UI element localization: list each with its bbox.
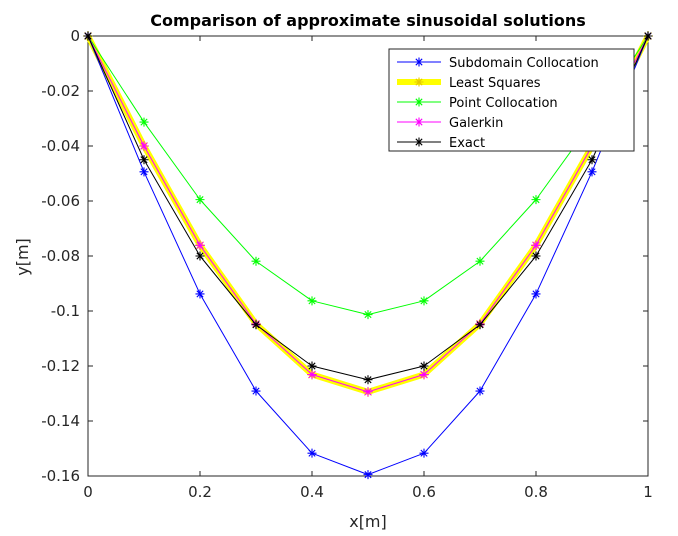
data-point-exact: [83, 31, 93, 41]
data-point-subdomain-collocation: [587, 167, 597, 177]
y-tick-label: -0.14: [41, 412, 80, 430]
y-tick-label: -0.12: [41, 357, 80, 375]
y-tick-label: -0.1: [51, 302, 80, 320]
legend-marker-point-collocation: [414, 97, 424, 107]
data-point-exact: [475, 320, 485, 330]
series-exact: [83, 31, 653, 385]
data-point-subdomain-collocation: [531, 289, 541, 299]
data-point-exact: [307, 361, 317, 371]
data-point-exact: [139, 155, 149, 165]
chart-title: Comparison of approximate sinusoidal sol…: [150, 11, 585, 30]
x-axis-label: x[m]: [349, 512, 387, 531]
data-point-exact: [195, 251, 205, 261]
data-point-exact: [643, 31, 653, 41]
legend: Subdomain Collocation Least Squares Point …: [388, 48, 635, 152]
y-tick-label: -0.08: [41, 247, 80, 265]
data-point-galerkin: [419, 370, 429, 380]
legend-marker-subdomain-collocation: [414, 57, 424, 67]
data-point-subdomain-collocation: [363, 470, 373, 480]
data-point-point-collocation: [307, 296, 317, 306]
data-point-exact: [363, 375, 373, 385]
legend-label-exact: Exact: [449, 136, 485, 151]
data-point-galerkin: [139, 141, 149, 151]
plot-area: 0 0.2 0.4 0.6 0.8 1 0 -0.02 -0.04 -0.06 -0.08 -0.1 -…: [41, 27, 653, 501]
legend-label-point-collocation: Point Collocation: [449, 96, 558, 111]
x-tick-label: 1: [643, 483, 653, 501]
legend-marker-least-squares: [414, 77, 424, 87]
data-point-exact: [419, 361, 429, 371]
y-axis-label: y[m]: [13, 238, 32, 276]
legend-label-least-squares: Least Squares: [449, 76, 541, 91]
data-point-point-collocation: [531, 195, 541, 205]
data-point-subdomain-collocation: [475, 386, 485, 396]
legend-label-subdomain-collocation: Subdomain Collocation: [449, 56, 599, 71]
y-tick-label: -0.02: [41, 82, 80, 100]
legend-box: [388, 48, 635, 152]
y-tick-label: -0.16: [41, 467, 80, 485]
data-point-point-collocation: [419, 296, 429, 306]
data-point-point-collocation: [475, 256, 485, 266]
data-point-subdomain-collocation: [139, 167, 149, 177]
y-tick-label: 0: [70, 27, 80, 45]
data-point-galerkin: [307, 370, 317, 380]
x-tick-label: 0.6: [412, 483, 436, 501]
y-tick-label: -0.04: [41, 137, 80, 155]
data-point-subdomain-collocation: [195, 289, 205, 299]
data-point-point-collocation: [139, 117, 149, 127]
data-point-subdomain-collocation: [307, 448, 317, 458]
data-point-point-collocation: [195, 195, 205, 205]
legend-marker-galerkin: [414, 117, 424, 127]
y-tick-label: -0.06: [41, 192, 80, 210]
data-point-subdomain-collocation: [251, 386, 261, 396]
data-point-galerkin: [531, 240, 541, 250]
data-point-exact: [251, 320, 261, 330]
data-point-galerkin: [363, 387, 373, 397]
data-point-subdomain-collocation: [419, 448, 429, 458]
data-point-point-collocation: [363, 310, 373, 320]
x-tick-label: 0.4: [300, 483, 324, 501]
legend-marker-exact: [414, 137, 424, 147]
x-tick-label: 0: [83, 483, 93, 501]
x-tick-label: 0.8: [524, 483, 548, 501]
data-point-point-collocation: [251, 256, 261, 266]
data-point-exact: [587, 155, 597, 165]
data-point-galerkin: [195, 240, 205, 250]
legend-label-galerkin: Galerkin: [449, 116, 503, 131]
x-tick-label: 0.2: [188, 483, 212, 501]
data-point-exact: [531, 251, 541, 261]
